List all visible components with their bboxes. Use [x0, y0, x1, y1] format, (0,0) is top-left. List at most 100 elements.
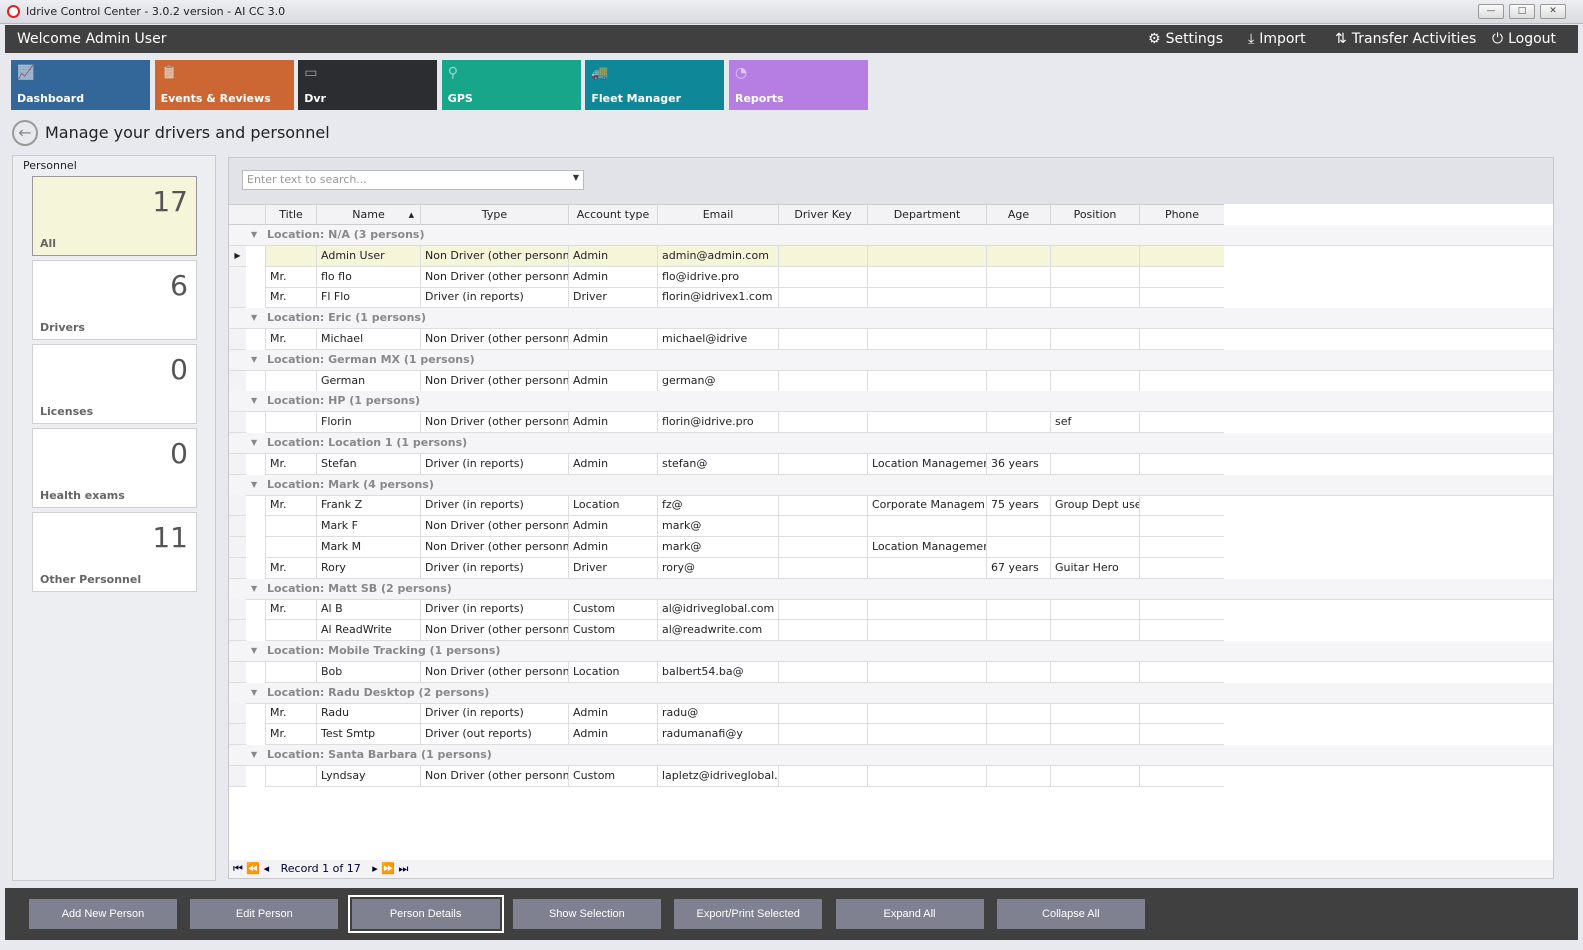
- cell-name[interactable]: Admin User: [316, 245, 420, 267]
- cell-email[interactable]: lapletz@idriveglobal....: [657, 765, 778, 787]
- cell-driver-key[interactable]: [778, 245, 867, 267]
- cell-driver-key[interactable]: [778, 516, 867, 538]
- column-header-name[interactable]: Name ▲: [316, 205, 420, 225]
- cell-type[interactable]: Non Driver (other personnel): [420, 370, 568, 392]
- cell-name[interactable]: Radu: [316, 703, 420, 725]
- cell-email[interactable]: al@readwrite.com: [657, 620, 778, 642]
- collapse-arrow-icon[interactable]: ▼: [251, 750, 258, 759]
- cell-account-type[interactable]: Custom: [568, 620, 657, 642]
- card-other-personnel[interactable]: 11 Other Personnel: [32, 512, 197, 592]
- cell-email[interactable]: stefan@: [657, 453, 778, 475]
- cell-type[interactable]: Non Driver (other personnel): [420, 765, 568, 787]
- cell-type[interactable]: Non Driver (other personnel): [420, 245, 568, 267]
- tile-gps[interactable]: ⚲ GPS: [441, 60, 581, 110]
- last-record-button[interactable]: ⏭: [398, 862, 409, 875]
- cell-age[interactable]: [986, 370, 1050, 392]
- tile-reports[interactable]: ◔ Reports: [729, 60, 868, 110]
- cell-name[interactable]: Stefan: [316, 453, 420, 475]
- cell-position[interactable]: [1050, 266, 1139, 288]
- column-header-department[interactable]: Department: [867, 205, 986, 225]
- cell-position[interactable]: [1050, 620, 1139, 642]
- tile-fleet-manager[interactable]: 🚚 Fleet Manager: [585, 60, 725, 110]
- cell-account-type[interactable]: Admin: [568, 370, 657, 392]
- cell-age[interactable]: [986, 703, 1050, 725]
- cell-account-type[interactable]: Admin: [568, 453, 657, 475]
- cell-account-type[interactable]: Admin: [568, 724, 657, 746]
- cell-department[interactable]: [867, 516, 986, 538]
- cell-name[interactable]: Lyndsay: [316, 765, 420, 787]
- cell-position[interactable]: Group Dept user: [1050, 495, 1139, 517]
- table-row[interactable]: Mr. Michael Non Driver (other personnel) Ad…: [229, 329, 1553, 350]
- cell-driver-key[interactable]: [778, 266, 867, 288]
- cell-name[interactable]: Frank Z: [316, 495, 420, 517]
- cell-phone[interactable]: [1139, 724, 1224, 746]
- collapse-arrow-icon[interactable]: ▼: [251, 313, 258, 323]
- collapse-arrow-icon[interactable]: ▼: [251, 230, 258, 239]
- column-header-phone[interactable]: Phone: [1139, 205, 1224, 225]
- cell-phone[interactable]: [1139, 599, 1224, 621]
- cell-age[interactable]: [986, 329, 1050, 350]
- cell-type[interactable]: Driver (in reports): [420, 453, 568, 475]
- card-health-exams[interactable]: 0 Health exams: [32, 428, 197, 508]
- cell-name[interactable]: Florin: [316, 412, 420, 434]
- cell-title[interactable]: [265, 516, 316, 538]
- cell-title[interactable]: [265, 620, 316, 642]
- cell-title[interactable]: [265, 412, 316, 434]
- group-row[interactable]: ▼ Location: N/A (3 persons): [229, 225, 1553, 246]
- cell-title[interactable]: Mr.: [265, 287, 316, 309]
- add-new-person-button[interactable]: Add New Person: [29, 899, 177, 929]
- cell-department[interactable]: [867, 287, 986, 309]
- cell-age[interactable]: [986, 765, 1050, 787]
- first-record-button[interactable]: ⏮: [233, 862, 243, 875]
- cell-department[interactable]: [867, 765, 986, 787]
- cell-account-type[interactable]: Admin: [568, 329, 657, 350]
- minimize-button[interactable]: —: [1478, 4, 1504, 19]
- cell-position[interactable]: [1050, 516, 1139, 538]
- cell-title[interactable]: Mr.: [265, 329, 316, 350]
- cell-position[interactable]: [1050, 537, 1139, 558]
- cell-department[interactable]: Location Management: [867, 537, 986, 558]
- cell-email[interactable]: al@idriveglobal.com: [657, 599, 778, 621]
- cell-position[interactable]: [1050, 703, 1139, 725]
- cell-department[interactable]: [867, 245, 986, 267]
- collapse-arrow-icon[interactable]: ▼: [251, 583, 258, 593]
- cell-email[interactable]: radu@: [657, 703, 778, 725]
- cell-title[interactable]: Mr.: [265, 703, 316, 725]
- cell-driver-key[interactable]: [778, 329, 867, 350]
- import-link[interactable]: ⤓ Import: [1248, 31, 1306, 47]
- table-row[interactable]: Mr. Fl Flo Driver (in reports) Driver florin…: [229, 287, 1553, 309]
- cell-age[interactable]: [986, 724, 1050, 746]
- cell-account-type[interactable]: Admin: [568, 266, 657, 288]
- cell-position[interactable]: sef: [1050, 412, 1139, 434]
- cell-type[interactable]: Driver (in reports): [420, 287, 568, 309]
- settings-link[interactable]: ⚙ Settings: [1148, 31, 1223, 47]
- expand-all-button[interactable]: Expand All: [835, 899, 984, 929]
- cell-email[interactable]: florin@idrive.pro: [657, 412, 778, 434]
- cell-position[interactable]: [1050, 765, 1139, 787]
- cell-account-type[interactable]: Location: [568, 495, 657, 517]
- cell-phone[interactable]: [1139, 557, 1224, 579]
- cell-name[interactable]: flo flo: [316, 266, 420, 288]
- close-button[interactable]: ✕: [1540, 4, 1566, 19]
- cell-email[interactable]: fz@: [657, 495, 778, 517]
- cell-type[interactable]: Non Driver (other personnel): [420, 516, 568, 538]
- cell-position[interactable]: [1050, 329, 1139, 350]
- table-row[interactable]: Mr. Al B Driver (in reports) Custom al@idriv…: [229, 599, 1553, 621]
- next-page-button[interactable]: ⏩: [381, 862, 395, 875]
- cell-driver-key[interactable]: [778, 370, 867, 392]
- table-row[interactable]: Mr. Frank Z Driver (in reports) Location fz@…: [229, 495, 1553, 517]
- group-row[interactable]: ▼ Location: Location 1 (1 persons): [229, 433, 1553, 454]
- tile-events-reviews[interactable]: 📋 Events & Reviews: [154, 60, 294, 110]
- cell-email[interactable]: mark@: [657, 516, 778, 538]
- cell-email[interactable]: michael@idrive: [657, 329, 778, 350]
- cell-age[interactable]: [986, 537, 1050, 558]
- table-row[interactable]: Lyndsay Non Driver (other personnel) Custo…: [229, 765, 1553, 787]
- table-row[interactable]: Mr. flo flo Non Driver (other personnel) Ad…: [229, 266, 1553, 288]
- cell-age[interactable]: 75 years: [986, 495, 1050, 517]
- cell-name[interactable]: Al B: [316, 599, 420, 621]
- cell-position[interactable]: [1050, 287, 1139, 309]
- cell-account-type[interactable]: Custom: [568, 599, 657, 621]
- column-header-age[interactable]: Age: [986, 205, 1050, 225]
- cell-title[interactable]: Mr.: [265, 495, 316, 517]
- cell-phone[interactable]: [1139, 516, 1224, 538]
